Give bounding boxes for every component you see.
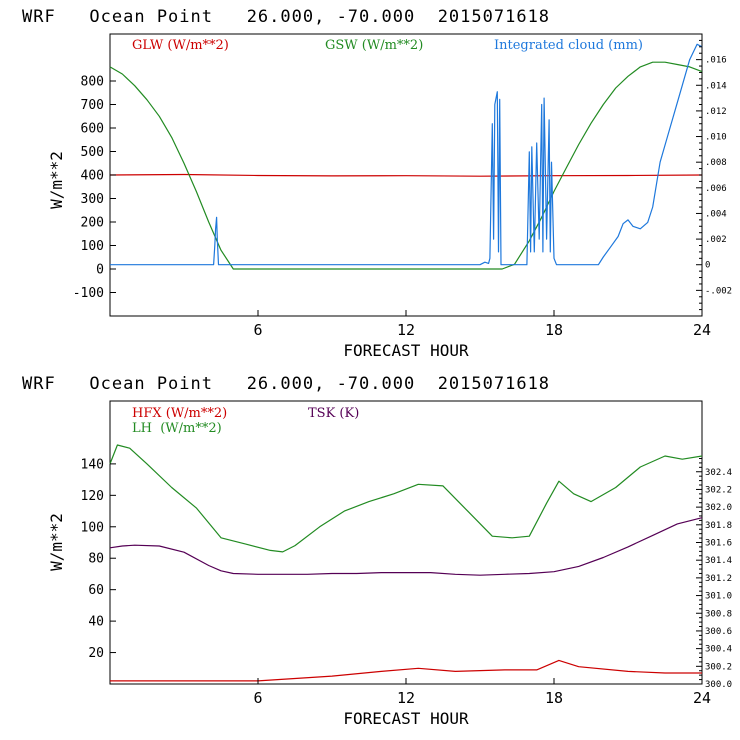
chart1-title: WRF Ocean Point 26.000, -70.000 20150716…	[22, 7, 550, 27]
right-tick-label: 301.2	[705, 574, 732, 584]
right-tick-label: .016	[705, 56, 727, 66]
right-tick-label: 302.2	[705, 485, 732, 495]
x-tick-label: 6	[253, 689, 262, 707]
right-tick-label: .004	[705, 209, 727, 219]
chart2-legend-hfx: HFX (W/m**2)	[132, 406, 227, 421]
y-tick-label: 40	[88, 615, 104, 630]
x-tick-label: 12	[397, 321, 415, 339]
chart2-xlabel: FORECAST HOUR	[343, 709, 469, 728]
chart1-xlabel: FORECAST HOUR	[343, 341, 469, 360]
y-tick-label: 60	[88, 583, 104, 598]
series-line-1	[109, 444, 703, 553]
chart2-ylabel: W/m**2	[47, 513, 66, 571]
right-tick-label: 301.4	[705, 556, 732, 566]
chart2-title: WRF Ocean Point 26.000, -70.000 20150716…	[22, 374, 550, 394]
y-tick-label: 200	[81, 216, 104, 231]
y-tick-label: 0	[96, 263, 104, 278]
y-tick-label: 20	[88, 646, 104, 661]
y-tick-label: 300	[81, 192, 104, 207]
y-tick-label: 800	[81, 75, 104, 90]
x-tick-label: 12	[397, 689, 415, 707]
right-tick-label: .006	[705, 184, 727, 194]
right-tick-label: .014	[705, 81, 727, 91]
chart1-legend-glw: GLW (W/m**2)	[132, 38, 229, 53]
chart2-plot-frame	[109, 400, 703, 685]
series-line-0	[110, 659, 702, 682]
y-tick-label: 140	[81, 457, 104, 472]
y-tick-label: 100	[81, 239, 104, 254]
right-tick-label: .010	[705, 133, 727, 143]
chart1-legend-cloud: Integrated cloud (mm)	[494, 38, 643, 53]
series-line-2	[110, 43, 703, 266]
right-tick-label: 300.2	[705, 662, 732, 672]
x-tick-label: 18	[545, 689, 563, 707]
right-tick-label: .012	[705, 107, 727, 117]
y-tick-label: 700	[81, 98, 104, 113]
right-tick-label: 301.8	[705, 521, 732, 531]
chart2-legend-tsk: TSK (K)	[308, 406, 359, 421]
chart1-ylabel: W/m**2	[47, 151, 66, 209]
series-line-2	[109, 517, 703, 576]
chart1-legend-gsw: GSW (W/m**2)	[325, 38, 423, 53]
x-tick-label: 6	[253, 321, 262, 339]
right-tick-label: .002	[705, 235, 727, 245]
x-tick-label: 24	[693, 321, 711, 339]
y-tick-label: 500	[81, 145, 104, 160]
chart2-legend-lh: LH (W/m**2)	[132, 421, 222, 436]
right-tick-label: .008	[705, 158, 727, 168]
right-tick-label: 302.0	[705, 503, 732, 513]
right-tick-label: 302.4	[705, 468, 732, 478]
right-tick-label: 300.6	[705, 627, 732, 637]
right-tick-label: -.002	[705, 286, 732, 296]
x-tick-label: 18	[545, 321, 563, 339]
series-line-1	[109, 61, 703, 270]
right-tick-label: 300.8	[705, 609, 732, 619]
y-tick-label: 100	[81, 520, 104, 535]
x-tick-label: 24	[693, 689, 711, 707]
right-tick-label: 301.6	[705, 539, 732, 549]
y-tick-label: 80	[88, 552, 104, 567]
right-tick-label: 300.0	[705, 680, 732, 690]
y-tick-label: 400	[81, 169, 104, 184]
right-tick-label: 301.0	[705, 592, 732, 602]
y-tick-label: 600	[81, 122, 104, 137]
y-tick-label: 120	[81, 489, 104, 504]
y-tick-label: -100	[73, 286, 104, 301]
right-tick-label: 300.4	[705, 645, 732, 655]
right-tick-label: 0	[705, 261, 710, 271]
series-line-0	[109, 173, 703, 177]
